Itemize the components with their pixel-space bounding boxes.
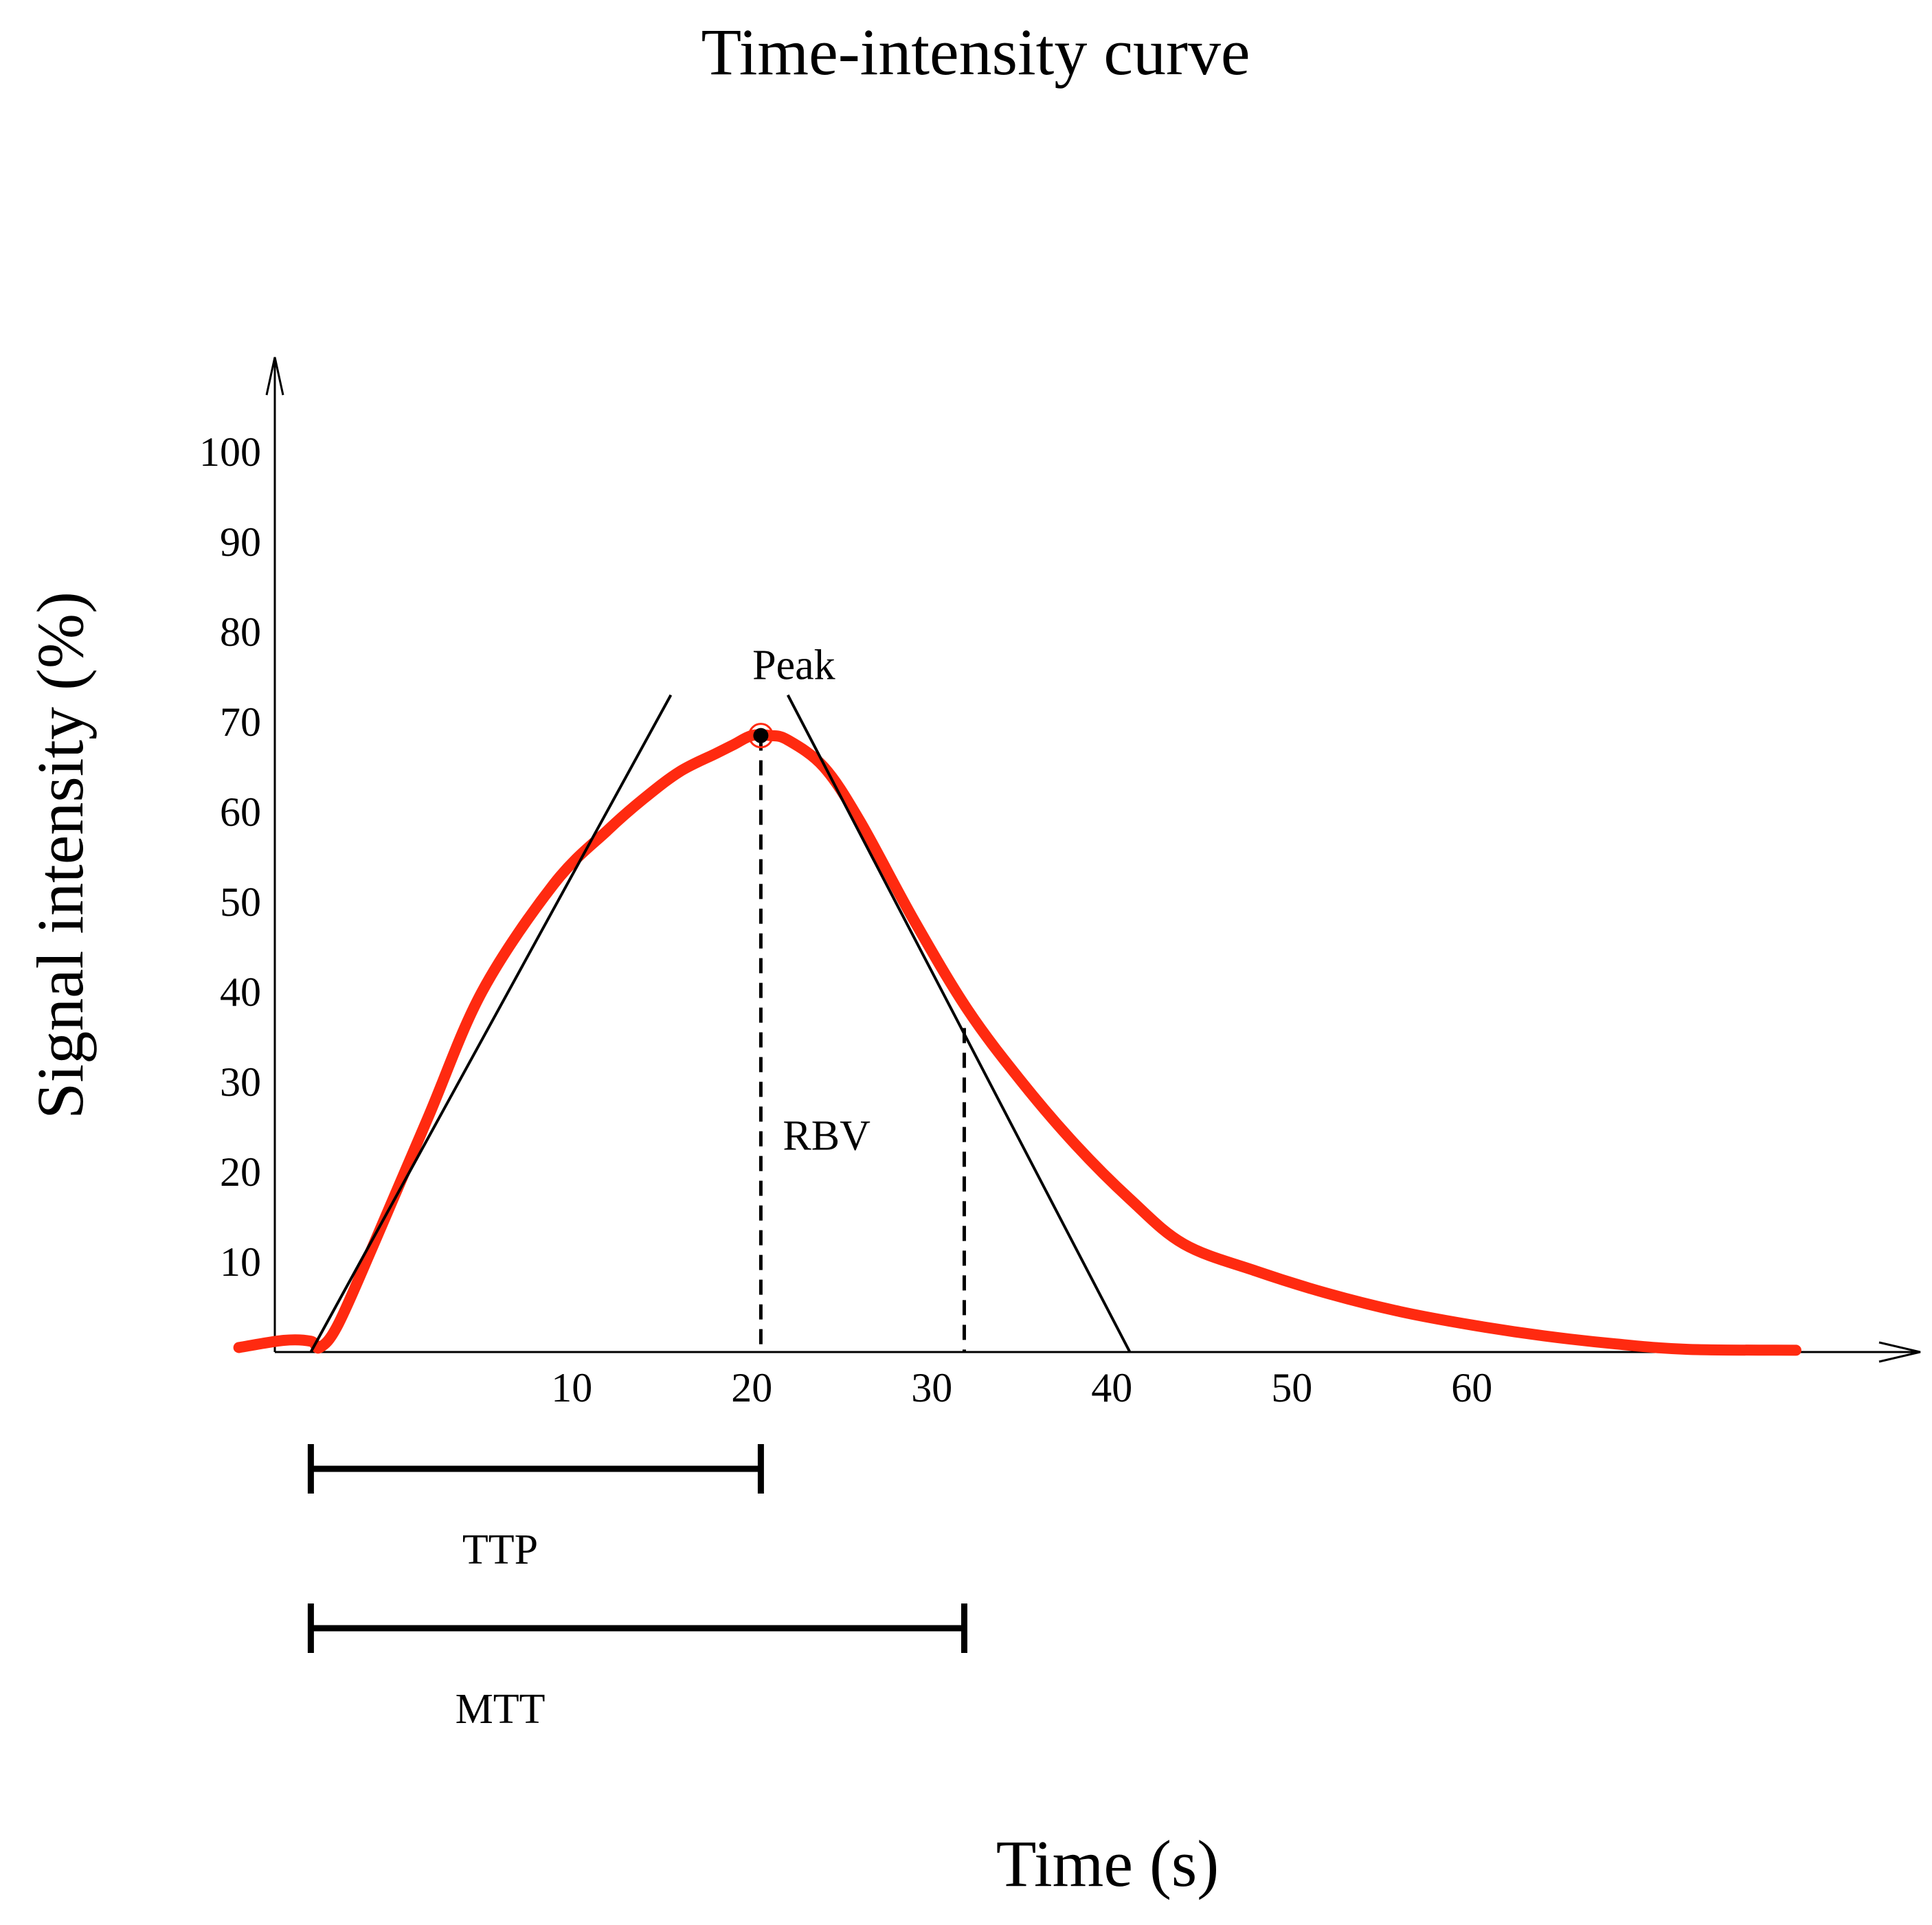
- y-axis-arrowhead: [265, 357, 284, 396]
- falling-tangent: [786, 694, 1132, 1353]
- peak-label: Peak: [752, 642, 835, 689]
- y-tick-label: 70: [220, 699, 261, 745]
- x-tick-label: 40: [1091, 1365, 1132, 1410]
- x-tick-label: 50: [1271, 1365, 1312, 1410]
- rising-tangent: [309, 694, 673, 1353]
- x-axis-arrowhead: [1878, 1341, 1921, 1363]
- y-tick-label: 40: [220, 969, 261, 1015]
- y-tick-label: 30: [220, 1059, 261, 1105]
- peak-point: [753, 728, 769, 743]
- x-tick-labels: 10 20 30 40 50 60: [551, 1365, 1492, 1410]
- dashed-drop-lines: [759, 735, 966, 1352]
- x-axis-label: Time (s): [996, 1827, 1220, 1900]
- peak-ring: [748, 723, 774, 749]
- y-axis-label: Signal intensity (%): [23, 592, 97, 1119]
- chart-title: Time-intensity curve: [701, 15, 1250, 89]
- signal-curve-group: [233, 729, 1801, 1356]
- x-tick-label: 60: [1451, 1365, 1492, 1410]
- x-tick-label: 10: [551, 1365, 592, 1410]
- ttp-label: TTP: [462, 1527, 538, 1573]
- y-tick-label: 20: [220, 1149, 261, 1195]
- y-tick-label: 90: [220, 519, 261, 565]
- y-tick-labels: 10 20 30 40 50 60 70 80 90 100: [199, 429, 261, 1285]
- y-tick-label: 60: [220, 789, 261, 835]
- y-tick-label: 10: [220, 1239, 261, 1285]
- peak-marker-group: [748, 723, 774, 749]
- mtt-label: MTT: [456, 1686, 546, 1733]
- y-tick-label: 80: [220, 609, 261, 655]
- tangent-lines: [309, 694, 1132, 1353]
- axes: [265, 357, 1921, 1363]
- y-tick-label: 50: [220, 879, 261, 925]
- rbv-label: RBV: [783, 1112, 870, 1159]
- x-tick-label: 20: [731, 1365, 772, 1410]
- signal-curve: [233, 729, 1801, 1356]
- y-tick-label: 100: [199, 429, 261, 475]
- x-tick-label: 30: [911, 1365, 952, 1410]
- interval-bars: TTP MTT: [307, 1444, 967, 1733]
